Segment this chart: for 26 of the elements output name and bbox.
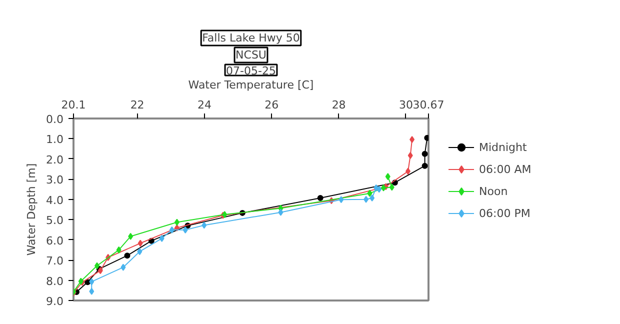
y-tick-label: 4.0 [46,194,64,207]
y-tick-label: 6.0 [46,234,64,248]
y-tick-label: 1.0 [46,133,64,146]
chart-title: Falls Lake Hwy 50 [202,32,300,44]
y-tick-label: 0.0 [46,113,64,126]
x-tick-label: 30.67 [412,98,444,112]
y-tick-label: 2.0 [46,153,64,166]
legend-label: 06:00 AM [479,162,532,176]
x-axis-title: Water Temperature [C] [188,78,314,92]
legend-label: Midnight [479,140,527,154]
y-axis-title: Water Depth [m] [25,163,38,256]
y-tick-label: 9.0 [46,295,64,308]
y-tick-label: 7.0 [46,254,64,268]
legend-label: 06:00 PM [479,206,530,220]
x-tick-label: 20.1 [61,98,86,112]
chart-subtitle: NCSU [236,48,266,62]
text: 07-05-25 [226,64,276,78]
x-tick-label: 22 [130,98,144,112]
x-tick-label: 26 [264,98,279,112]
y-tick-label: 3.0 [46,174,64,187]
x-tick-label: 30 [399,98,413,112]
y-tick-label: 5.0 [46,214,64,228]
x-tick-label: 24 [197,98,212,112]
x-tick-label: 28 [332,98,346,112]
legend-label: Noon [479,184,508,198]
y-tick-label: 8.0 [46,274,64,288]
